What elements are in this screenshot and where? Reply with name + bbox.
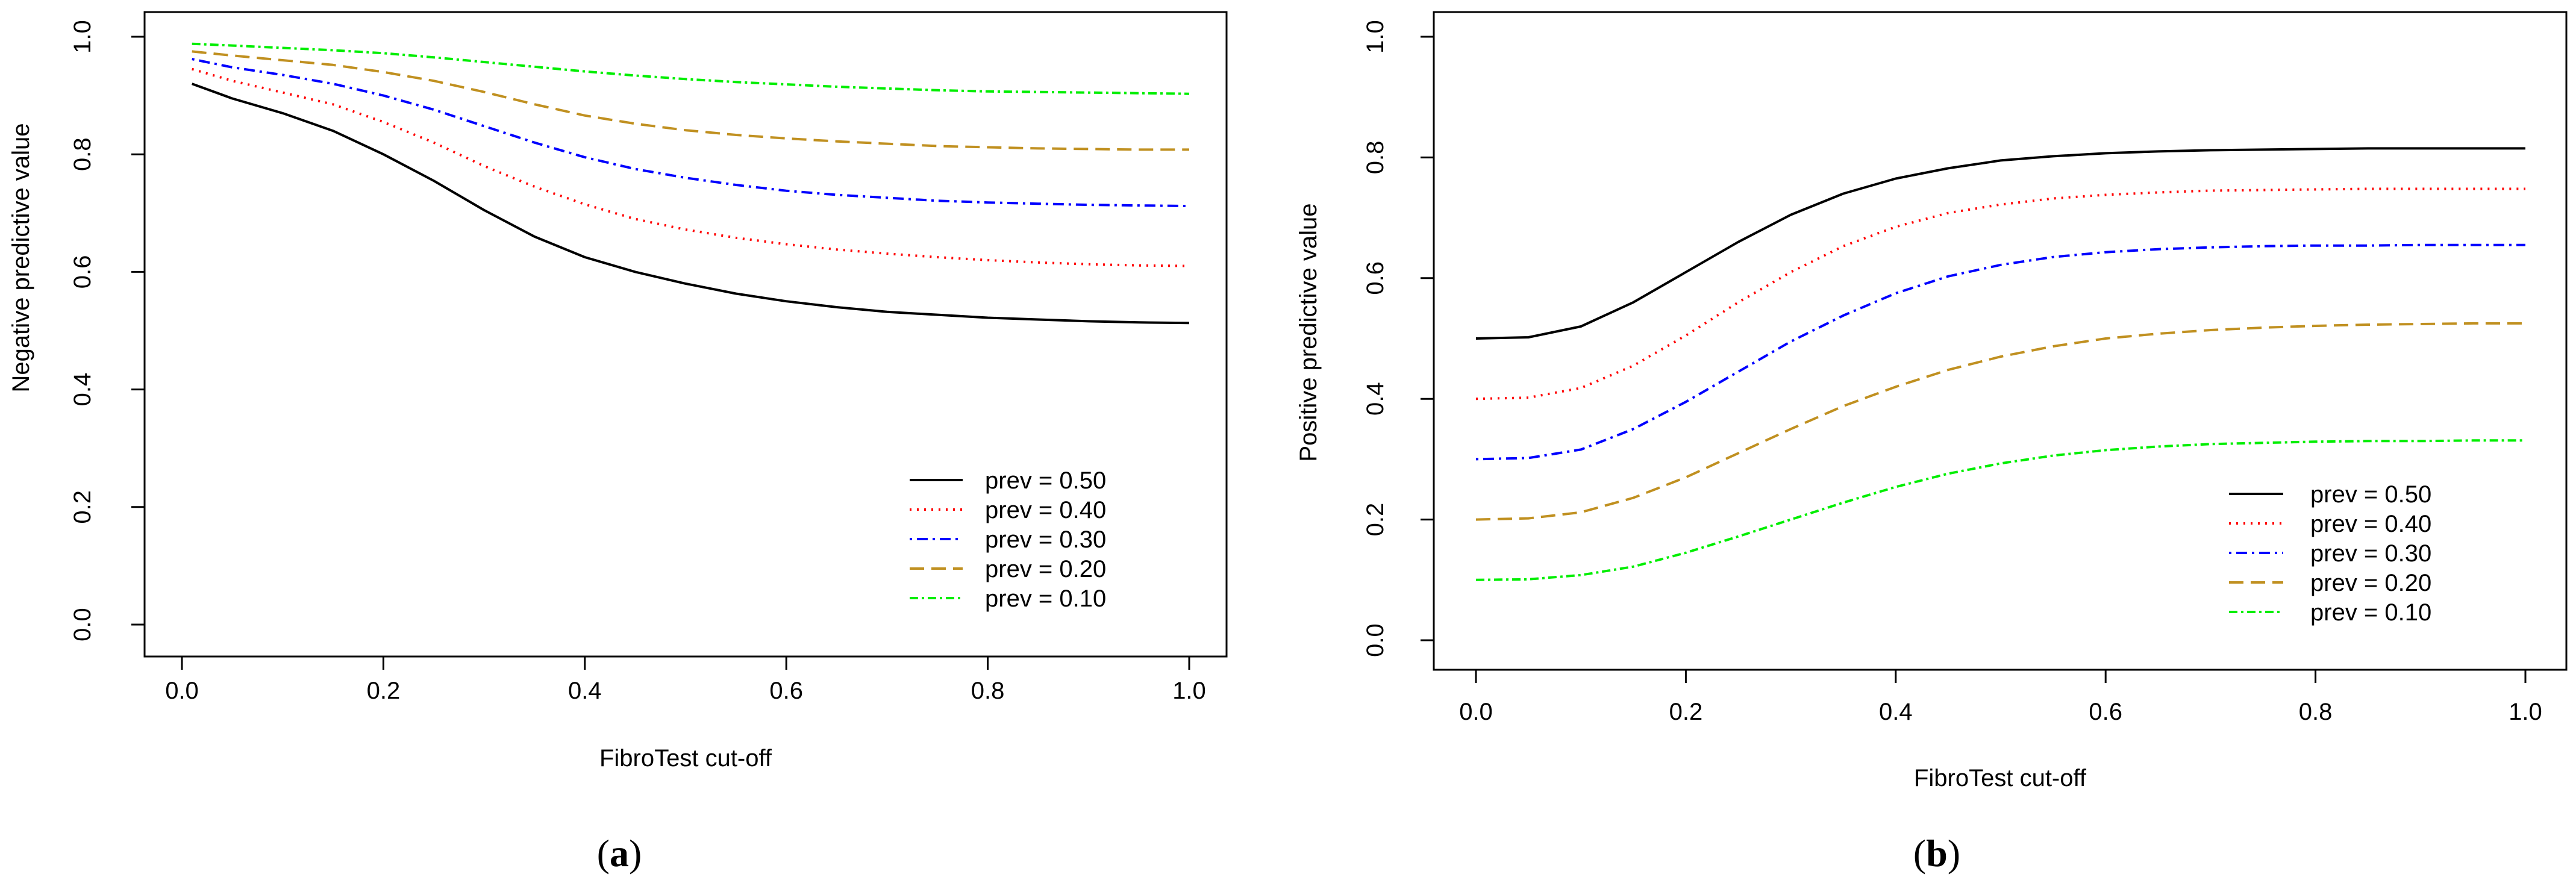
legend-label: prev = 0.10 <box>2310 599 2431 626</box>
y-tick-label: 1.0 <box>1362 20 1389 54</box>
x-tick-label: 0.6 <box>2089 699 2122 725</box>
legend-label: prev = 0.20 <box>985 556 1106 582</box>
x-axis-title: FibroTest cut-off <box>599 745 772 772</box>
y-tick-label: 1.0 <box>69 20 96 54</box>
series-line <box>1475 439 2525 581</box>
y-tick-label: 0.2 <box>69 490 96 524</box>
caption-b: (b) <box>1913 832 1960 875</box>
caption-a-letter: a <box>610 832 629 875</box>
series-line <box>192 50 1189 151</box>
caption-b-letter: b <box>1926 832 1948 875</box>
y-tick-label: 0.8 <box>1362 141 1389 175</box>
x-tick-label: 0.8 <box>2299 699 2333 725</box>
legend-label: prev = 0.50 <box>985 467 1106 494</box>
y-tick-label: 0.4 <box>69 373 96 407</box>
legend-label: prev = 0.30 <box>2310 540 2431 567</box>
legend-label: prev = 0.50 <box>2310 481 2431 508</box>
legend: prev = 0.50 prev = 0.40 prev = 0.30 prev = … <box>910 467 1106 612</box>
series-line <box>192 83 1190 325</box>
panel-a: 0.0 0.2 0.4 0.6 0.8 1.0 0.0 0.2 0.4 0.6 0.8 1.0 Fibr… <box>8 11 1228 772</box>
y-tick-label: 0.8 <box>69 137 96 171</box>
y-axis-title: Negative predictive value <box>8 123 34 393</box>
y-tick-label: 0.6 <box>1362 261 1389 295</box>
x-axis-title: FibroTest cut-off <box>1914 765 2087 791</box>
x-tick-label: 1.0 <box>2509 699 2542 725</box>
panel-b: 0.0 0.2 0.4 0.6 0.8 1.0 0.0 0.2 0.4 0.6 0.8 1.0 Fibr… <box>1295 11 2568 791</box>
series-line <box>192 67 1190 267</box>
legend-label: prev = 0.30 <box>985 526 1106 553</box>
series-line <box>1475 187 2525 401</box>
legend-label: prev = 0.20 <box>2310 570 2431 596</box>
x-tick-label: 0.2 <box>367 678 401 704</box>
series-line <box>1475 322 2525 521</box>
x-tick-label: 0.0 <box>165 678 199 704</box>
legend-label: prev = 0.40 <box>985 497 1106 523</box>
x-tick-label: 0.8 <box>971 678 1005 704</box>
x-tick-label: 1.0 <box>1172 678 1206 704</box>
series-line <box>192 58 1190 208</box>
y-axis-title: Positive predictive value <box>1295 203 1322 461</box>
y-tick-label: 0.2 <box>1362 503 1389 537</box>
x-tick-label: 0.4 <box>568 678 602 704</box>
legend-label: prev = 0.10 <box>985 585 1106 612</box>
x-tick-label: 0.0 <box>1459 699 1493 725</box>
series-line <box>1475 147 2525 340</box>
x-tick-label: 0.2 <box>1669 699 1703 725</box>
legend-label: prev = 0.40 <box>2310 511 2431 537</box>
y-tick-label: 0.0 <box>1362 623 1389 657</box>
series-line <box>1475 243 2525 461</box>
y-tick-label: 0.0 <box>69 608 96 641</box>
x-tick-label: 0.6 <box>769 678 803 704</box>
legend: prev = 0.50 prev = 0.40 prev = 0.30 prev = … <box>2229 481 2431 626</box>
x-tick-label: 0.4 <box>1879 699 1913 725</box>
y-tick-label: 0.6 <box>69 255 96 289</box>
caption-a: (a) <box>597 832 642 875</box>
y-tick-label: 0.4 <box>1362 382 1389 416</box>
series-line <box>192 42 1190 95</box>
